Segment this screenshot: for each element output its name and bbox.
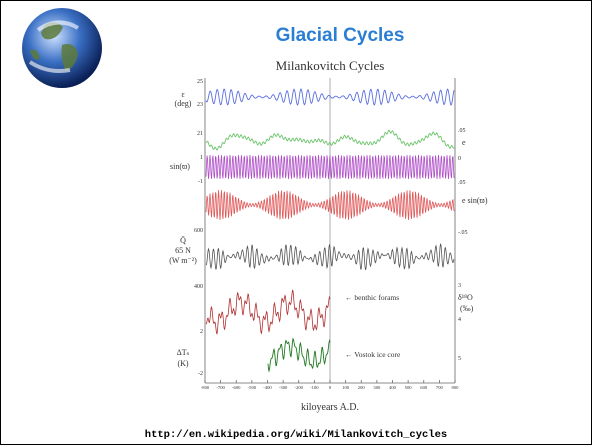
x-tick-label: 300	[373, 385, 381, 390]
curve	[205, 88, 455, 106]
x-tick-label: -400	[263, 385, 272, 390]
right-tick: .05	[458, 128, 466, 134]
right-tick: .05	[458, 180, 466, 186]
x-tick-label: 700	[436, 385, 444, 390]
left-label: 65 N	[175, 246, 191, 255]
x-tick-label: -200	[295, 385, 304, 390]
source-url: http://en.wikipedia.org/wiki/Milankovitc…	[145, 429, 447, 441]
curve	[267, 337, 331, 373]
left-label: sin(ϖ)	[170, 162, 190, 171]
x-tick-label: -300	[279, 385, 288, 390]
right-label: (‰)	[460, 304, 474, 313]
x-tick-label: 200	[358, 385, 366, 390]
x-tick-label: 800	[452, 385, 460, 390]
x-tick-label: 0	[329, 385, 332, 390]
x-label: kiloyears A.D.	[301, 402, 359, 413]
right-tick: -.05	[458, 230, 468, 236]
left-label: ΔTₛ	[177, 348, 190, 357]
right-tick: 3	[458, 283, 461, 289]
curve	[205, 289, 331, 335]
x-tick-label: -700	[216, 385, 225, 390]
curve	[205, 190, 455, 221]
left-tick: 600	[194, 228, 203, 234]
left-tick: 2	[200, 329, 203, 335]
x-tick-label: -600	[232, 385, 241, 390]
annotation: ← benthic forams	[345, 293, 399, 302]
left-tick: 23	[197, 102, 203, 108]
right-label: δ¹⁸O	[458, 293, 473, 302]
x-tick-label: -100	[310, 385, 319, 390]
curve	[205, 154, 455, 180]
left-label: (W m⁻²)	[169, 256, 197, 265]
left-tick: -2	[198, 371, 203, 377]
right-tick: 5	[458, 356, 461, 362]
x-tick-label: 500	[405, 385, 413, 390]
right-tick: 4	[458, 317, 461, 323]
left-tick: 21	[197, 131, 203, 137]
left-tick: 25	[197, 79, 203, 85]
left-label: ε	[181, 90, 185, 99]
x-tick-label: 400	[389, 385, 397, 390]
left-label: (K)	[177, 359, 188, 368]
left-label: Q̄	[180, 236, 186, 245]
curve	[205, 129, 455, 151]
annotation: ← Vostok ice core	[345, 350, 401, 359]
slide-title: Glacial Cycles	[276, 25, 405, 46]
x-tick-label: -800	[201, 385, 210, 390]
curve	[205, 243, 455, 271]
left-tick: -1	[198, 179, 203, 185]
x-tick-label: 100	[342, 385, 350, 390]
left-tick: 400	[194, 284, 203, 290]
globe	[22, 8, 102, 88]
left-tick: 1	[200, 155, 203, 161]
curves	[205, 88, 455, 373]
x-tick-label: 600	[420, 385, 428, 390]
right-tick: 0	[458, 156, 461, 162]
right-label: e sin(ϖ)	[462, 196, 488, 205]
left-label: (deg)	[175, 99, 192, 108]
x-tick-label: -500	[248, 385, 257, 390]
figure-title: Milankovitch Cycles	[276, 58, 385, 73]
right-label: e	[462, 138, 466, 147]
